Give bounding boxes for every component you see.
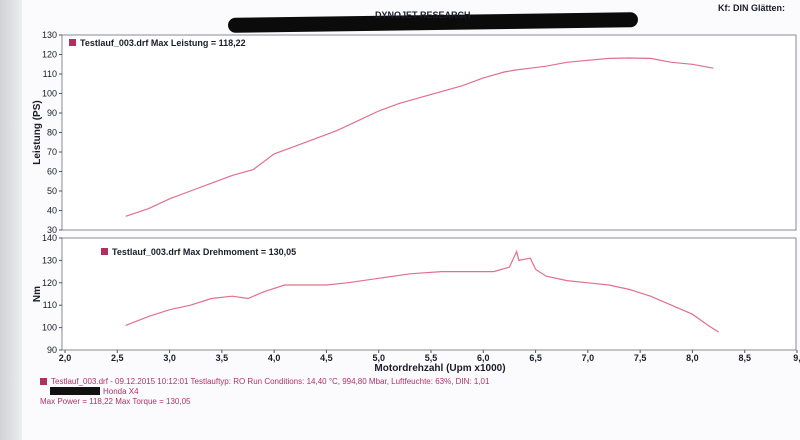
x-tick-label: 4,0 xyxy=(268,353,281,363)
footer-line-2: Honda X4 xyxy=(40,387,489,397)
x-tick-label: 2,5 xyxy=(111,353,124,363)
max-values-text: Max Power = 118,22 Max Torque = 130,05 xyxy=(40,397,191,406)
x-tick-label: 4,5 xyxy=(320,353,333,363)
y-tick-label: 120 xyxy=(42,50,57,60)
chart-title: Testlauf_003.drf Max Leistung = 118,22 xyxy=(80,38,246,48)
legend-square xyxy=(40,378,47,385)
x-tick-label: 7,0 xyxy=(582,353,595,363)
y-tick-label: 30 xyxy=(47,225,57,235)
y-tick-label: 100 xyxy=(42,89,57,99)
power-chart: 30 40 50 60 70 80 90 100 110 120 130 Leistung (PS) T… xyxy=(32,30,797,235)
x-tick-label: 6,0 xyxy=(477,353,490,363)
footer-line-3: Max Power = 118,22 Max Torque = 130,05 xyxy=(40,397,489,407)
series-line xyxy=(125,249,719,333)
x-tick-label: 7,5 xyxy=(634,353,647,363)
legend-square xyxy=(69,39,76,46)
x-tick-label: 8,0 xyxy=(686,353,699,363)
x-tick-label: 3,5 xyxy=(216,353,229,363)
x-tick-label: 3,0 xyxy=(163,353,176,363)
y-tick-label: 140 xyxy=(42,233,57,243)
x-axis-label: Motordrehzahl (Upm x1000) xyxy=(374,363,505,374)
x-tick-label: 8,5 xyxy=(738,353,751,363)
y-tick-label: 110 xyxy=(43,69,57,79)
brand-header: DYNOJET RESEARCH xyxy=(375,10,471,20)
run-conditions-text: Testlauf_003.drf - 09.12.2015 10:12:01 T… xyxy=(51,377,490,386)
x-tick-label: 5,0 xyxy=(372,353,385,363)
x-tick-label: 5,5 xyxy=(425,353,438,363)
y-tick-label: 90 xyxy=(47,345,57,355)
y-tick-label: 130 xyxy=(42,255,57,265)
y-axis-label: Leistung (PS) xyxy=(32,100,43,164)
corner-settings: Kf: DIN Glätten: xyxy=(718,3,785,13)
chart-title: Testlauf_003.drf Max Drehmoment = 130,05 xyxy=(112,247,296,257)
y-tick-label: 50 xyxy=(47,186,57,196)
y-tick-label: 70 xyxy=(47,147,57,157)
series-line xyxy=(125,57,714,217)
x-tick-label: 2,0 xyxy=(59,353,72,363)
x-tick-label: 6,5 xyxy=(529,353,542,363)
page-edge-shadow xyxy=(0,0,24,440)
y-axis-label: Nm xyxy=(32,286,43,302)
x-tick-label: 9, xyxy=(793,353,800,363)
torque-chart: 90 100 110 120 130 140 Nm Testlauf_003.drf Max … xyxy=(32,233,800,374)
vehicle-name: Honda X4 xyxy=(103,387,139,396)
redaction-small xyxy=(50,387,100,395)
plot-area xyxy=(61,34,797,231)
y-tick-label: 130 xyxy=(42,30,57,40)
y-tick-label: 100 xyxy=(42,323,57,333)
legend-square xyxy=(101,248,108,255)
plot-area xyxy=(61,237,797,351)
y-tick-label: 120 xyxy=(42,278,57,288)
y-tick-label: 80 xyxy=(47,128,57,138)
footer-line-1: Testlauf_003.drf - 09.12.2015 10:12:01 T… xyxy=(40,377,489,387)
y-tick-label: 60 xyxy=(47,167,57,177)
run-info-footer: Testlauf_003.drf - 09.12.2015 10:12:01 T… xyxy=(40,377,489,407)
y-tick-label: 40 xyxy=(47,206,57,216)
y-tick-label: 90 xyxy=(47,108,57,118)
y-tick-label: 110 xyxy=(43,300,57,310)
